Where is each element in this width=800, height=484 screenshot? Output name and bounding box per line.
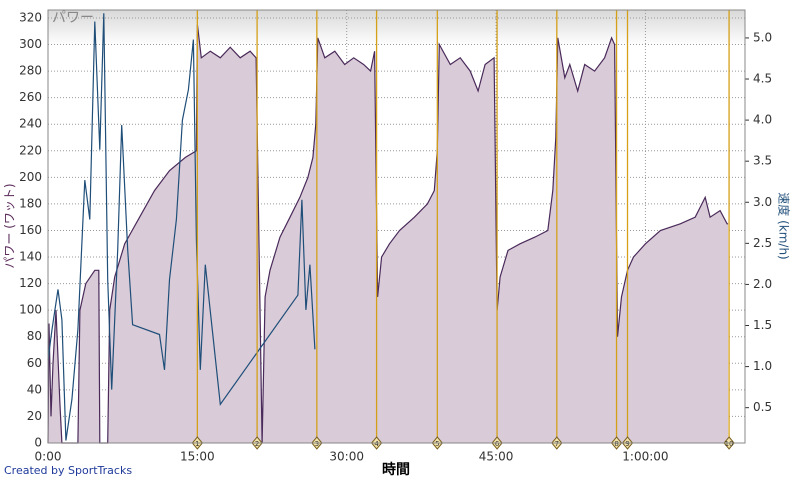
y-tick-label: 0 (34, 436, 42, 450)
y-tick-label: 240 (19, 117, 42, 131)
y-tick-label: 300 (19, 37, 42, 51)
y-tick-label: 20 (27, 409, 42, 423)
y2-tick-label: 4.0 (753, 113, 772, 127)
y-tick-label: 100 (19, 303, 42, 317)
legend-label: パワー (52, 10, 94, 26)
y-tick-label: 180 (19, 196, 42, 210)
y-tick-label: 60 (27, 356, 42, 370)
y2-tick-label: 3.0 (753, 195, 772, 209)
lap-label: 7 (555, 440, 559, 448)
y2-axis-label: 速度 (km/h) (777, 192, 792, 259)
credit: Created by SportTracks (4, 464, 132, 477)
y2-tick-label: 5.0 (753, 30, 772, 44)
y-tick-label: 200 (19, 170, 42, 184)
lap-label: 5 (435, 440, 439, 448)
x-tick-label: 45:00 (479, 450, 514, 464)
x-tick-label: 1:00:00 (622, 450, 668, 464)
series-area (48, 24, 729, 443)
y-tick-label: 260 (19, 90, 42, 104)
x-tick-label: 30:00 (329, 450, 364, 464)
lap-label: 10 (725, 440, 734, 448)
y2-tick-label: 0.5 (753, 400, 772, 414)
y-tick-label: 160 (19, 223, 42, 237)
y2-tick-label: 3.5 (753, 154, 772, 168)
lap-label: 2 (255, 440, 259, 448)
lap-label: 6 (495, 440, 500, 448)
y-tick-label: 280 (19, 64, 42, 78)
y2-tick-label: 4.5 (753, 72, 772, 86)
lap-label: 4 (374, 440, 379, 448)
y-tick-label: 220 (19, 143, 42, 157)
y-tick-label: 120 (19, 276, 42, 290)
x-tick-label: 0:00 (35, 450, 62, 464)
top-band (48, 10, 745, 46)
y2-tick-label: 2.5 (753, 236, 772, 250)
lap-label: 8 (614, 440, 618, 448)
plot-frame (47, 9, 746, 444)
lap-label: 9 (625, 440, 629, 448)
y-axis-label: パワー (ワット) (3, 183, 17, 268)
y2-tick-label: 1.0 (753, 359, 772, 373)
lap-label: 3 (315, 440, 319, 448)
lap-label: 1 (195, 440, 199, 448)
x-tick-label: 15:00 (180, 450, 215, 464)
y-tick-label: 140 (19, 250, 42, 264)
y-tick-label: 40 (27, 382, 42, 396)
y2-tick-label: 2.0 (753, 277, 772, 291)
x-axis-label: 時間 (382, 461, 410, 478)
y2-tick-label: 1.5 (753, 318, 772, 332)
y-tick-label: 320 (19, 10, 42, 24)
series-line (47, 13, 316, 441)
y-tick-label: 80 (27, 329, 42, 343)
